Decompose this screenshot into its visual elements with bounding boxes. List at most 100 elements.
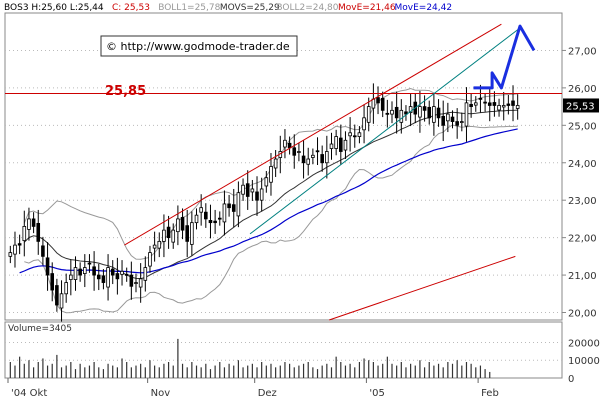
candle-body [297,151,301,153]
candle-body [55,285,59,306]
ema-blue-line [19,128,518,274]
candle-body [320,154,324,164]
volume-label: Volume=3405 [8,324,72,334]
candle-body [515,105,520,109]
candle-body [101,275,106,283]
candle-body [73,267,78,280]
candle-body [380,97,385,111]
candle-body [352,135,357,138]
candle-body [96,274,101,280]
candle-body [245,183,250,197]
header-item-4: BOLL2=24,80 [276,3,338,13]
candle-body [217,217,222,220]
y-tick-label: 27,00 [568,46,597,57]
y-tick-label: 21,00 [568,271,597,282]
last-price-tag: 25,53 [563,98,599,113]
y-tick-label: 23,00 [568,196,597,207]
candle-body [315,150,320,153]
candle-body [120,270,124,275]
y-tick-label: 24,00 [568,159,597,170]
candle-body [292,147,297,156]
candle-body [483,101,487,104]
candle-body [162,229,166,242]
candle-body [259,188,264,201]
volume-tick-label: 10000 [568,356,600,367]
candle-body [343,139,348,151]
candle-body [106,267,110,288]
bollinger-lower-line [24,124,518,314]
candle-body [366,106,371,123]
candle-body [432,106,436,123]
candle-body [194,214,199,224]
channel-upper-line [124,23,502,246]
candle-body [171,229,176,243]
header-item-6: MovE=24,42 [395,3,453,13]
candle-body [110,268,115,276]
candle-body [138,278,143,288]
candle-body [64,282,68,295]
candle-body [497,105,501,111]
candle-body [13,244,17,255]
candle-body [404,111,408,115]
candle-body [376,97,380,104]
candle-body [176,218,180,233]
candle-body [460,121,464,123]
candle-body [185,225,189,242]
candle-body [473,102,478,106]
y-tick-label: 25,00 [568,121,597,132]
header-item-5: MovE=21,46 [338,3,396,13]
candle-body [339,137,343,152]
volume-tick-label: 0 [568,374,574,385]
date-axis: '04 Okt Nov Dez '05 Feb [7,378,499,399]
candle-body [236,192,241,217]
candle-body [92,266,96,276]
candle-body [115,273,120,280]
candle-body [129,274,134,287]
volume-tick-label: 20000 [568,338,600,349]
candle-body [231,204,236,212]
candle-body [124,273,129,276]
candle-body [287,142,292,149]
candle-body [478,97,483,100]
candle-body [371,98,376,109]
y-tick-label: 22,00 [568,234,597,245]
watermark-text: © http://www.godmode-trader.de [106,40,290,53]
candle-body [152,244,157,249]
x-tick-label: Dez [258,388,277,399]
candle-body [469,103,473,107]
candle-body [455,121,459,126]
candle-body [418,106,422,118]
candle-body [31,218,36,227]
candle-body [157,240,162,249]
header-item-1: C: 25,53 [112,3,150,13]
x-tick-label: Feb [481,388,499,399]
candle-body [143,267,148,281]
indicator-header: BOS3 H:25,60 L:25,44 C: 25,53 BOLL1=25,78 M… [4,3,452,13]
candle-body [492,102,497,106]
last-price-label: 25,53 [566,101,595,112]
watermark-box: © http://www.godmode-trader.de [100,35,298,57]
volume-panel-frame [4,321,563,379]
candle-body [45,257,50,276]
candle-body [148,252,152,267]
candle-body [190,222,194,245]
y-tick-label: 20,00 [568,309,597,320]
projection-arrow [473,24,536,90]
x-tick-label: '05 [369,388,384,399]
candle-body [180,217,185,231]
candle-body [199,207,203,213]
candle-body [362,117,366,131]
candle-body [50,273,55,291]
candle-body [390,109,394,115]
price-panel-frame [4,12,563,321]
volume-axis-ticks: 0 10000 20000 [568,338,600,385]
candle-body [41,245,45,257]
candle-body [69,274,73,280]
candle-body [83,267,87,274]
candle-body [264,177,269,187]
candle-body [446,113,450,122]
candle-body [166,226,171,239]
header-item-3: MOVS=25,29 [220,3,280,13]
candle-body [255,191,259,201]
